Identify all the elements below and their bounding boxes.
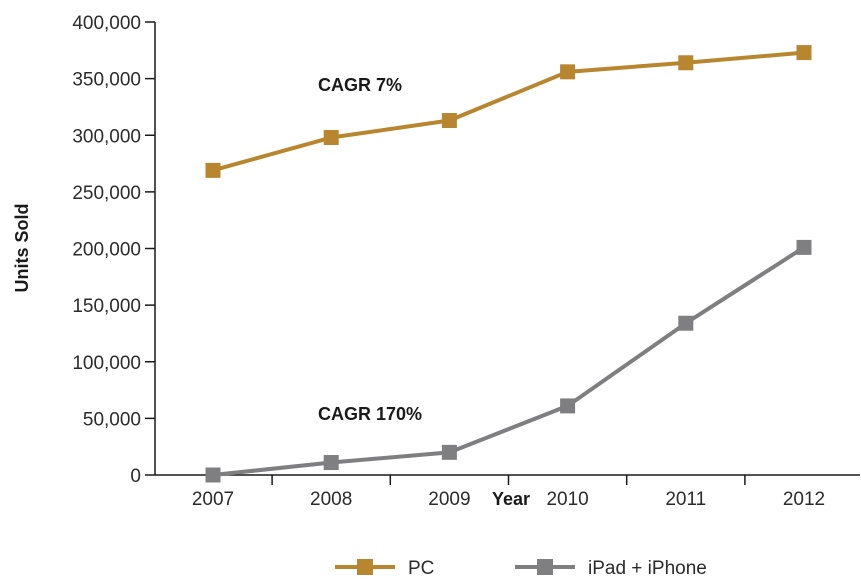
axes	[145, 21, 860, 485]
x-tick-label: 2009	[428, 489, 470, 510]
data-point-marker	[441, 444, 457, 460]
series-ipad-iphone	[205, 239, 812, 483]
tick-labels: 0 50,000 100,000 150,000 200,000 250,000 300,0…	[72, 13, 825, 510]
legend-swatch-marker	[357, 559, 373, 575]
y-tick-label: 150,000	[72, 296, 141, 317]
y-tick-label: 50,000	[83, 409, 141, 430]
data-point-marker	[441, 113, 457, 129]
data-point-marker	[796, 239, 812, 255]
data-point-marker	[323, 130, 339, 146]
y-tick-label: 100,000	[72, 353, 141, 374]
x-axis-title: Year	[492, 489, 530, 509]
series-line	[212, 245, 806, 477]
legend-label: PC	[408, 558, 434, 579]
y-tick-label: 0	[130, 466, 141, 487]
x-tick-label: 2008	[310, 489, 352, 510]
data-point-marker	[796, 45, 812, 61]
x-tick-label: 2007	[192, 489, 234, 510]
legend-item: iPad + iPhone	[515, 558, 707, 579]
annotation-ipad-iphone-cagr: CAGR 170%	[318, 404, 422, 424]
data-point-marker	[205, 162, 221, 178]
series-line	[212, 50, 805, 173]
series-layer	[205, 45, 812, 483]
data-point-marker	[678, 315, 694, 331]
legend-swatch-marker	[537, 559, 553, 575]
x-tick-label: 2012	[783, 489, 825, 510]
data-point-marker	[560, 64, 576, 80]
x-tick-label: 2010	[546, 489, 588, 510]
data-point-marker	[560, 398, 576, 414]
series-pc	[205, 45, 812, 178]
legend-item: PC	[335, 558, 434, 579]
legend: PC iPad + iPhone	[335, 558, 707, 579]
y-axis-title: Units Sold	[12, 204, 32, 293]
y-tick-label: 300,000	[72, 126, 141, 147]
y-tick-label: 350,000	[72, 70, 141, 91]
data-point-marker	[678, 55, 694, 71]
y-tick-label: 400,000	[72, 13, 141, 34]
legend-label: iPad + iPhone	[588, 558, 707, 579]
y-tick-label: 200,000	[72, 240, 141, 261]
x-tick-label: 2011	[665, 489, 706, 510]
y-tick-label: 250,000	[72, 183, 141, 204]
data-point-marker	[323, 455, 339, 471]
data-point-marker	[205, 467, 221, 483]
annotation-pc-cagr: CAGR 7%	[318, 75, 402, 95]
